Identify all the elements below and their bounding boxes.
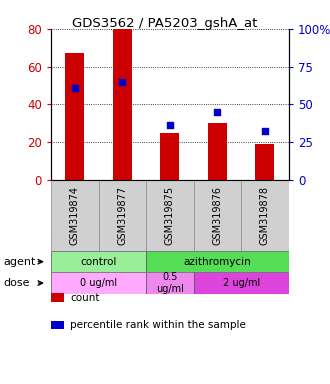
Text: GDS3562 / PA5203_gshA_at: GDS3562 / PA5203_gshA_at (72, 17, 258, 30)
FancyBboxPatch shape (146, 251, 289, 272)
Bar (208, 123, 227, 180)
Text: percentile rank within the sample: percentile rank within the sample (70, 320, 246, 330)
FancyBboxPatch shape (51, 251, 146, 272)
FancyBboxPatch shape (51, 180, 99, 251)
Point (262, 128, 268, 134)
Text: GSM319877: GSM319877 (117, 186, 127, 245)
Text: GSM319876: GSM319876 (213, 186, 222, 245)
Text: dose: dose (3, 278, 30, 288)
FancyBboxPatch shape (146, 272, 194, 294)
Bar (160, 132, 180, 180)
Bar (113, 29, 132, 180)
Text: GSM319874: GSM319874 (70, 186, 80, 245)
FancyBboxPatch shape (194, 180, 241, 251)
Text: control: control (81, 257, 117, 266)
FancyBboxPatch shape (146, 180, 194, 251)
Point (120, 78, 125, 84)
FancyBboxPatch shape (194, 272, 289, 294)
Text: GSM319878: GSM319878 (260, 186, 270, 245)
Text: count: count (70, 293, 100, 303)
FancyBboxPatch shape (51, 272, 146, 294)
Bar (255, 144, 275, 180)
FancyBboxPatch shape (241, 180, 289, 251)
Bar (65, 53, 84, 180)
Point (72, 84, 78, 91)
Text: azithromycin: azithromycin (183, 257, 251, 266)
Point (167, 122, 173, 128)
Point (215, 109, 220, 115)
Text: agent: agent (3, 257, 36, 266)
Text: 0 ug/ml: 0 ug/ml (80, 278, 117, 288)
FancyBboxPatch shape (99, 180, 146, 251)
Text: 2 ug/ml: 2 ug/ml (223, 278, 260, 288)
Text: 0.5
ug/ml: 0.5 ug/ml (156, 272, 184, 294)
Text: GSM319875: GSM319875 (165, 186, 175, 245)
